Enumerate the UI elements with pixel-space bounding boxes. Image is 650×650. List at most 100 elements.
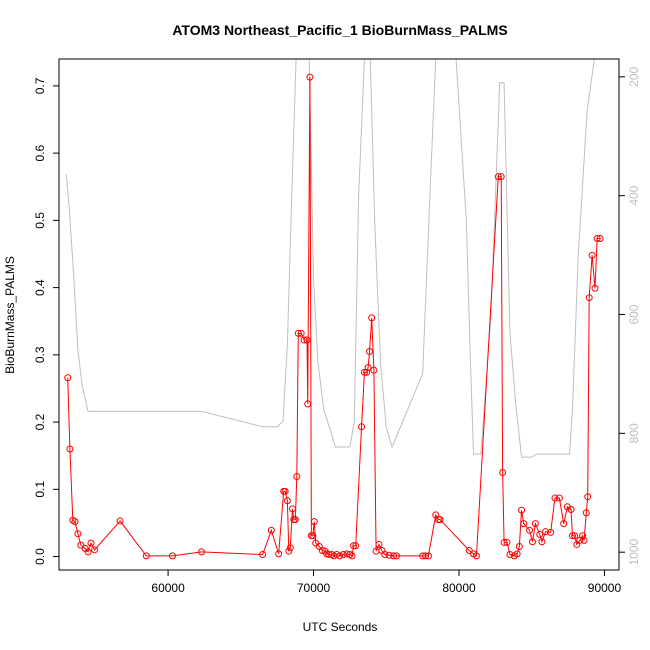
series-red-point-27 (297, 329, 305, 337)
x-axis-label: UTC Seconds (303, 620, 378, 634)
series-red-point-8 (87, 539, 95, 547)
series-red-point-76 (499, 469, 507, 477)
series-red-point-64 (392, 552, 400, 560)
series-red-point-89 (538, 538, 546, 546)
series-red-point-37 (318, 547, 326, 555)
x-tick-label-70000: 70000 (297, 581, 331, 595)
series-red-point-108 (593, 235, 601, 243)
series-red-point-90 (542, 528, 550, 536)
series-red-point-61 (381, 551, 389, 559)
series-red-point-19 (283, 497, 291, 505)
series-red-point-50 (352, 542, 360, 550)
series-red-point-96 (567, 505, 575, 513)
series-grey-line (65, 59, 619, 458)
chart-title: ATOM3 Northeast_Pacific_1 BioBurnMass_PA… (172, 22, 507, 38)
series-red-point-75 (497, 173, 505, 181)
series-red-point-88 (536, 530, 544, 538)
series-red-point-22 (288, 505, 296, 513)
series-red-point-51 (358, 423, 366, 431)
series-red-point-14 (259, 551, 267, 559)
series-red-point-81 (513, 550, 521, 558)
series-red-point-102 (580, 536, 588, 544)
series-red-point-56 (368, 314, 376, 322)
series-red-point-29 (303, 336, 311, 344)
series-red-point-53 (363, 368, 371, 376)
series-red-point-97 (568, 532, 576, 540)
series-red-point-5 (77, 541, 85, 549)
series-red-point-105 (585, 294, 593, 302)
series-red-point-15 (267, 526, 275, 534)
series-red-point-4 (74, 530, 82, 538)
series-red-point-34 (310, 518, 318, 526)
y-tick-label-0.3: 0.3 (33, 346, 47, 363)
y-tick-label-0: 0.0 (33, 548, 47, 565)
y2-tick-label-600: 600 (627, 304, 641, 324)
series-red-point-24 (291, 516, 299, 524)
series-red-point-59 (375, 540, 383, 548)
series-red-point-49 (350, 542, 358, 550)
series-red-point-9 (91, 546, 99, 554)
series-red-point-74 (494, 173, 502, 181)
series-red-point-18 (281, 487, 289, 495)
series-red-point-45 (339, 551, 347, 559)
series-red-point-62 (385, 551, 393, 559)
plot-layer (64, 59, 619, 560)
series-red-point-87 (531, 520, 539, 528)
y-tick-label-0.2: 0.2 (33, 413, 47, 430)
series-red-point-31 (306, 73, 314, 81)
series-red-point-26 (294, 329, 302, 337)
series-red-point-1 (66, 445, 74, 453)
series-red-point-10 (116, 517, 124, 525)
x-tick-label-60000: 60000 (151, 581, 185, 595)
series-red-line (67, 77, 601, 557)
series-red-point-7 (84, 548, 92, 556)
series-red-point-107 (591, 284, 599, 292)
series-red-point-3 (71, 518, 79, 526)
series-red-point-21 (286, 544, 294, 552)
series-red-point-94 (560, 520, 568, 528)
y-axis-label: BioBurnMass_PALMS (3, 256, 17, 374)
y-tick-label-0.6: 0.6 (33, 144, 47, 161)
x-tick-label-90000: 90000 (588, 581, 622, 595)
y-tick-label-0.5: 0.5 (33, 212, 47, 229)
series-red-point-103 (582, 509, 590, 517)
series-red-point-77 (500, 538, 508, 546)
y2-tick-label-1000: 1000 (627, 539, 641, 566)
series-red-point-67 (424, 552, 432, 560)
series-red-point-85 (526, 526, 534, 534)
series-red-point-13 (198, 548, 206, 556)
y2-tick-label-400: 400 (627, 185, 641, 205)
series-red-point-63 (390, 552, 398, 560)
y-tick-label-0.1: 0.1 (33, 481, 47, 498)
y-tick-label-0.7: 0.7 (33, 77, 47, 94)
series-red-point-73 (472, 552, 480, 560)
series-red-point-79 (506, 551, 514, 559)
series-red-point-44 (336, 552, 344, 560)
series-red-point-93 (555, 494, 563, 502)
series-red-point-78 (503, 538, 511, 546)
y2-tick-label-800: 800 (627, 423, 641, 443)
series-red-point-92 (551, 494, 559, 502)
series-red-point-12 (168, 552, 176, 560)
axes-layer: 60000 70000 80000 90000 0.0 0.1 0.2 0.3 0.4 0.5 0.… (33, 66, 641, 595)
series-red-point-52 (360, 368, 368, 376)
series-red-point-25 (293, 473, 301, 481)
series-red-point-54 (364, 364, 372, 372)
series-red-point-30 (304, 400, 312, 408)
series-red-point-70 (436, 516, 444, 524)
series-red-point-55 (366, 347, 374, 355)
series-red-point-66 (422, 552, 430, 560)
series-red-point-86 (528, 538, 536, 546)
x-tick-label-80000: 80000 (442, 581, 476, 595)
series-red-point-33 (309, 532, 317, 540)
y2-tick-label-200: 200 (627, 66, 641, 86)
plot-content (64, 59, 619, 560)
series-red-point-11 (142, 552, 150, 560)
series-red-point-57 (370, 366, 378, 374)
series-red-point-101 (579, 532, 587, 540)
series-red-point-0 (64, 374, 72, 382)
series-red-point-48 (348, 552, 356, 560)
series-red-point-40 (325, 551, 333, 559)
series-red-point-98 (571, 532, 579, 540)
